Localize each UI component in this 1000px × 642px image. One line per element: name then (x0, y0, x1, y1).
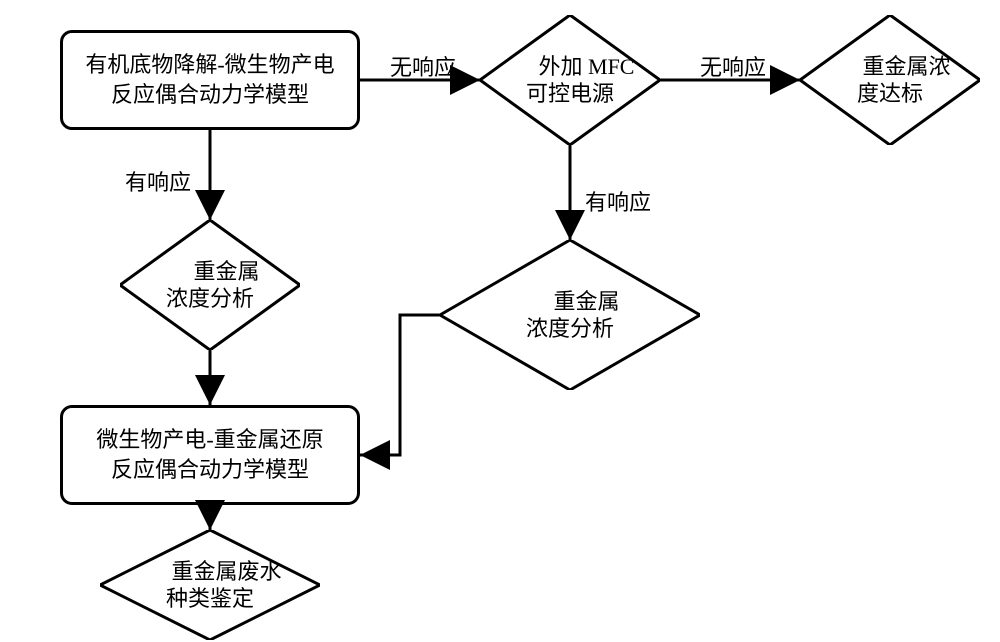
node-text-line1: 外加 MFC (539, 54, 635, 79)
node-text-line1: 微生物产电-重金属还原 (96, 427, 323, 452)
node-text-line2: 可控电源 (526, 81, 614, 106)
node-text-line1: 重金属废水 (171, 559, 281, 584)
node-concentration-analysis-right: 重金属 浓度分析 (440, 240, 700, 390)
node-mpc-source: 外加 MFC 可控电源 (480, 15, 660, 145)
node-text-line2: 度达标 (857, 81, 923, 106)
edge-label-no-response-2: 无响应 (700, 50, 766, 82)
node-model-degradation: 有机底物降解-微生物产电 反应偶合动力学模型 (60, 30, 360, 130)
node-concentration-analysis-left: 重金属 浓度分析 (120, 220, 300, 350)
node-text-line2: 种类鉴定 (166, 586, 254, 611)
node-text-line1: 重金属浓 (862, 54, 950, 79)
node-model-reduction: 微生物产电-重金属还原 反应偶合动力学模型 (60, 405, 360, 505)
node-text-line1: 重金属 (553, 289, 619, 314)
node-text-line2: 浓度分析 (166, 286, 254, 311)
node-text-line2: 浓度分析 (526, 316, 614, 341)
flowchart-canvas: 有机底物降解-微生物产电 反应偶合动力学模型 微生物产电-重金属还原 反应偶合动… (0, 0, 1000, 642)
edge-label-no-response-1: 无响应 (390, 50, 456, 82)
node-wastewater-identification: 重金属废水 种类鉴定 (100, 530, 320, 640)
node-text-line2: 反应偶合动力学模型 (111, 457, 309, 482)
node-text-line1: 有机底物降解-微生物产电 (85, 52, 334, 77)
edge-label-has-response-2: 有响应 (585, 185, 651, 217)
node-concentration-standard: 重金属浓 度达标 (800, 15, 980, 145)
edge-label-has-response-1: 有响应 (125, 165, 191, 197)
node-text-line2: 反应偶合动力学模型 (111, 82, 309, 107)
node-text-line1: 重金属 (193, 259, 259, 284)
